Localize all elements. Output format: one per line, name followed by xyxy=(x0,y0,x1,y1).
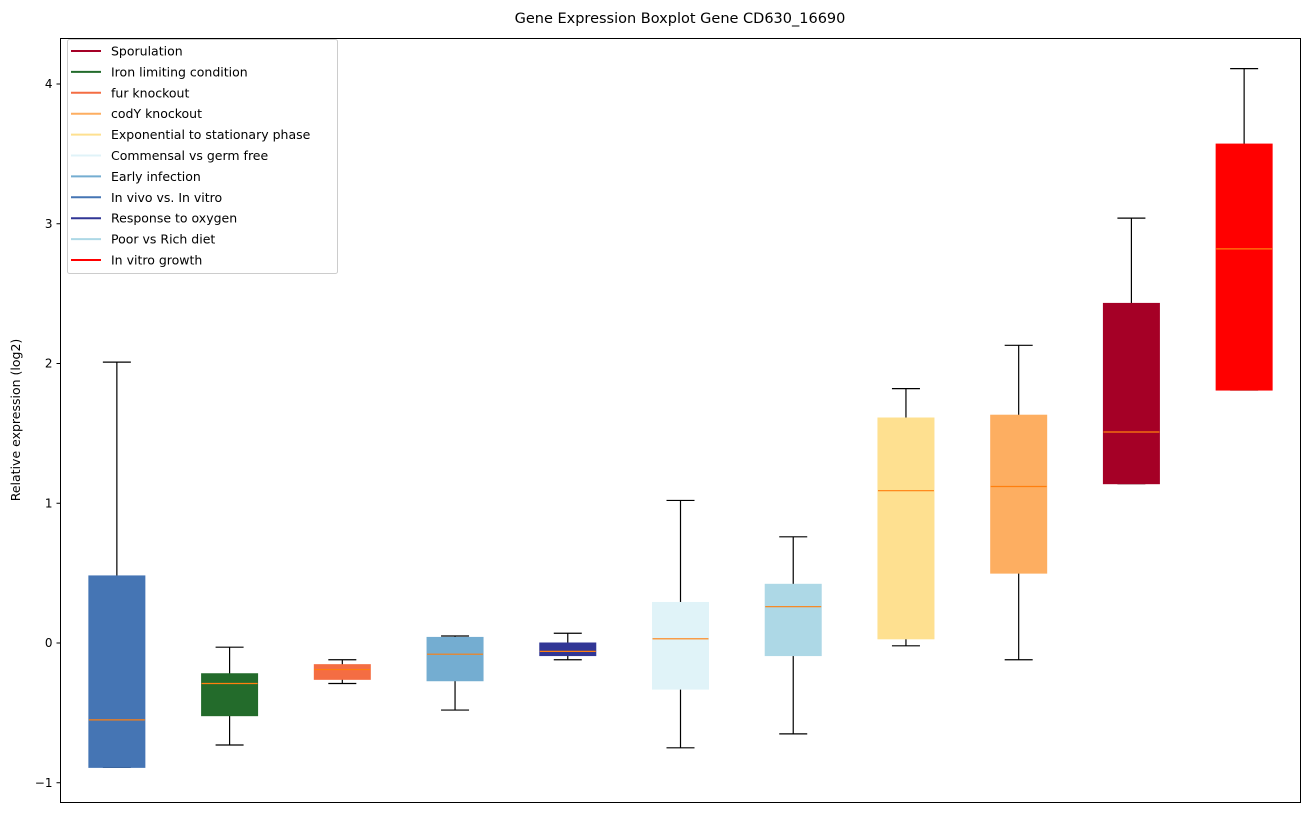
box-iqr xyxy=(764,583,822,657)
chart-title: Gene Expression Boxplot Gene CD630_16690 xyxy=(515,11,846,27)
box-sporulation xyxy=(1102,217,1160,485)
box-iqr xyxy=(88,575,146,768)
box-iqr xyxy=(313,664,371,680)
legend-frame xyxy=(67,39,338,274)
y-tick-label: 3 xyxy=(45,217,53,231)
legend-label: In vitro growth xyxy=(111,253,202,268)
box-fur-knockout xyxy=(313,659,371,685)
box-response-to-oxygen xyxy=(539,632,597,661)
legend-item: codY knockout xyxy=(71,106,202,121)
box-iqr xyxy=(1215,143,1273,391)
box-iqr xyxy=(201,673,259,717)
legend: Sporulation Iron limiting condition fur kn… xyxy=(67,39,338,274)
legend-item: Exponential to stationary phase xyxy=(71,127,311,142)
legend-label: Response to oxygen xyxy=(111,211,237,226)
legend-item: Sporulation xyxy=(71,44,183,59)
legend-label: In vivo vs. In vitro xyxy=(111,190,222,205)
legend-item: Early infection xyxy=(71,169,201,184)
legend-label: Exponential to stationary phase xyxy=(111,127,311,142)
legend-item: In vitro growth xyxy=(71,253,202,268)
box-iron-limiting-condition xyxy=(201,646,259,746)
legend-label: codY knockout xyxy=(111,106,202,121)
y-tick-label: 4 xyxy=(45,77,53,91)
box-early-infection xyxy=(426,635,484,711)
legend-item: Commensal vs germ free xyxy=(71,148,268,163)
box-poor-vs-rich-diet xyxy=(764,536,822,735)
box-iqr xyxy=(426,636,484,682)
legend-item: In vivo vs. In vitro xyxy=(71,190,222,205)
y-tick-label: 0 xyxy=(45,636,53,650)
box-iqr xyxy=(877,417,935,640)
legend-label: Sporulation xyxy=(111,44,183,59)
box-cody-knockout xyxy=(990,344,1048,661)
box-exponential-to-stationary-phase xyxy=(877,388,935,647)
legend-label: fur knockout xyxy=(111,85,189,100)
box-iqr xyxy=(652,601,709,690)
y-tick-label: 2 xyxy=(45,357,53,371)
legend-label: Early infection xyxy=(111,169,201,184)
box-iqr xyxy=(990,414,1048,574)
legend-item: Response to oxygen xyxy=(71,211,237,226)
legend-item: Iron limiting condition xyxy=(71,64,248,79)
legend-label: Poor vs Rich diet xyxy=(111,232,215,247)
legend-item: fur knockout xyxy=(71,85,189,100)
y-tick-label: 1 xyxy=(45,496,53,510)
box-commensal-vs-germ-free xyxy=(652,499,709,749)
legend-label: Iron limiting condition xyxy=(111,64,248,79)
box-in-vivo-vs-in-vitro xyxy=(88,361,146,768)
box-iqr xyxy=(539,642,597,657)
legend-item: Poor vs Rich diet xyxy=(71,232,215,247)
legend-label: Commensal vs germ free xyxy=(111,148,268,163)
box-iqr xyxy=(1102,302,1160,485)
y-tick-label: −1 xyxy=(35,776,53,790)
y-axis-label: Relative expression (log2) xyxy=(8,339,23,502)
plot-frame xyxy=(60,38,1301,803)
box-in-vitro-growth xyxy=(1215,68,1273,391)
